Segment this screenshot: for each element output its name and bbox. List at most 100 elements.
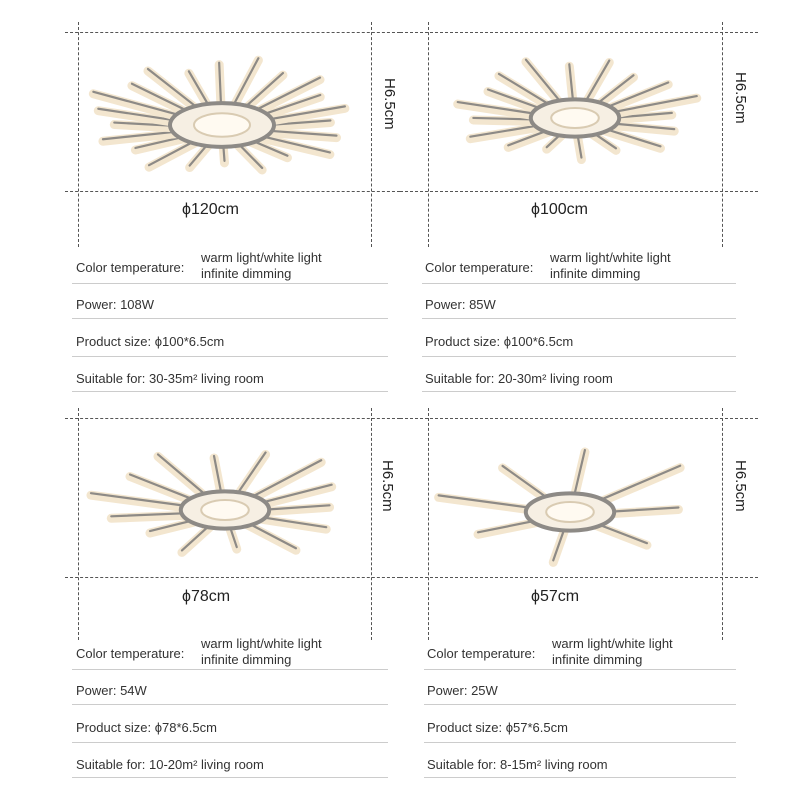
divider bbox=[72, 669, 388, 670]
dimension-line-top bbox=[65, 32, 400, 33]
divider bbox=[424, 742, 736, 743]
lamp-arm-glow bbox=[240, 70, 288, 114]
divider bbox=[424, 669, 736, 670]
lamp-arm bbox=[236, 451, 267, 495]
diameter-label: ϕ78cm bbox=[182, 588, 231, 605]
dimension-line-bottom bbox=[65, 191, 400, 192]
lamp-arm-glow bbox=[261, 117, 335, 132]
lamp-arm-glow bbox=[109, 120, 184, 133]
lamp-arm bbox=[156, 453, 207, 496]
lamp-arm-glow bbox=[483, 86, 547, 116]
lamp-arm-glow bbox=[521, 57, 565, 109]
lamp-arm bbox=[218, 61, 223, 106]
lamp-arm-glow bbox=[233, 450, 271, 500]
lamp-arm-glow bbox=[88, 89, 187, 123]
ceiling-lamp-image bbox=[453, 57, 702, 165]
color-temperature-label: Color temperature: bbox=[76, 646, 185, 661]
lamp-arm-glow bbox=[592, 72, 639, 110]
dimension-line-bottom bbox=[65, 577, 400, 578]
lamp-arm-glow bbox=[255, 482, 337, 510]
lamp-arm bbox=[469, 123, 545, 138]
dimension-line-right bbox=[371, 22, 372, 247]
lamp-arm bbox=[110, 511, 191, 518]
dimension-line-top bbox=[400, 32, 758, 33]
lamp-arm bbox=[92, 90, 183, 117]
dimension-line-top bbox=[65, 418, 400, 419]
color-temperature-label: Color temperature: bbox=[427, 646, 536, 661]
ceiling-lamp-image bbox=[88, 55, 350, 175]
lamp-arm bbox=[101, 129, 184, 141]
power-spec: Power: 85W bbox=[425, 297, 496, 312]
ceiling-lamp-image bbox=[434, 447, 685, 567]
lamp-center-light bbox=[545, 501, 595, 523]
lamp-arm-glow bbox=[596, 124, 665, 153]
lamp-arm-glow bbox=[257, 502, 335, 517]
color-temperature-value-1: warm light/white light bbox=[201, 636, 322, 651]
lamp-arm bbox=[437, 494, 534, 510]
lamp-arm bbox=[610, 94, 698, 114]
product-size-spec: Product size: ϕ100*6.5cm bbox=[425, 334, 574, 349]
lamp-arm-glow bbox=[127, 81, 193, 118]
lamp-arm-glow bbox=[257, 92, 325, 122]
lamp-arm-glow bbox=[252, 513, 331, 534]
dimension-line-top bbox=[400, 418, 758, 419]
lamp-arm-glow bbox=[106, 510, 195, 523]
lamp-arm bbox=[486, 88, 543, 110]
lamp-arm bbox=[212, 454, 223, 494]
lamp-arm-glow bbox=[468, 115, 544, 127]
lamp-arm bbox=[264, 105, 346, 122]
lamp-arm-glow bbox=[453, 99, 543, 121]
divider bbox=[72, 283, 388, 284]
dimension-line-right bbox=[722, 408, 723, 640]
lamp-arm bbox=[598, 464, 682, 502]
color-temperature-value-1: warm light/white light bbox=[552, 636, 673, 651]
product-panel-120: H6.5cm ϕ120cm Color temperature: warm li… bbox=[0, 0, 400, 400]
power-spec: Power: 108W bbox=[76, 297, 155, 312]
product-size-spec: Product size: ϕ78*6.5cm bbox=[76, 720, 217, 735]
divider bbox=[72, 318, 388, 319]
height-label: H6.5cm bbox=[381, 78, 398, 130]
color-temperature-value-1: warm light/white light bbox=[550, 250, 671, 265]
lamp-arm bbox=[255, 515, 328, 529]
lamp-arm bbox=[573, 448, 587, 496]
dimension-line-left bbox=[78, 22, 79, 247]
lamp-arm bbox=[605, 81, 670, 109]
lamp-arm-glow bbox=[594, 463, 685, 507]
divider bbox=[424, 704, 736, 705]
divider bbox=[422, 391, 736, 392]
lamp-arm bbox=[130, 82, 190, 113]
product-panel-57: H6.5cm ϕ57cm Color temperature: warm lig… bbox=[400, 400, 800, 800]
lamp-arm bbox=[232, 57, 260, 107]
color-temperature-value-2: infinite dimming bbox=[550, 266, 641, 281]
product-panel-78: H6.5cm ϕ78cm Color temperature: warm lig… bbox=[0, 400, 400, 800]
lamp-arm bbox=[497, 72, 551, 106]
lamp-arm-glow bbox=[257, 127, 341, 143]
lamp-arm-glow bbox=[93, 106, 183, 128]
lamp-arm bbox=[606, 506, 680, 513]
lamp-arm bbox=[89, 492, 189, 508]
dimension-line-left bbox=[428, 22, 429, 247]
color-temperature-label: Color temperature: bbox=[76, 260, 185, 275]
height-label: H6.5cm bbox=[379, 460, 396, 512]
power-spec: Power: 25W bbox=[427, 683, 498, 698]
lamp-arm-glow bbox=[494, 71, 554, 112]
lamp-arm-glow bbox=[247, 457, 326, 504]
color-temperature-label: Color temperature: bbox=[425, 260, 534, 275]
lamp-arm bbox=[128, 473, 195, 501]
lamp-arm-glow bbox=[607, 110, 677, 125]
lamp-arm-glow bbox=[601, 79, 673, 114]
color-temperature-value-2: infinite dimming bbox=[552, 652, 643, 667]
dimension-line-right bbox=[371, 408, 372, 640]
dimension-line-right bbox=[722, 22, 723, 247]
diameter-label: ϕ120cm bbox=[182, 201, 239, 218]
lamp-center-light bbox=[550, 107, 600, 129]
height-label: H6.5cm bbox=[732, 72, 749, 124]
lamp-arm bbox=[260, 93, 322, 117]
lamp-arm bbox=[524, 58, 562, 103]
dimension-line-bottom bbox=[400, 577, 758, 578]
color-temperature-value-2: infinite dimming bbox=[201, 652, 292, 667]
suitable-for-spec: Suitable for: 10-20m² living room bbox=[76, 757, 264, 772]
divider bbox=[422, 283, 736, 284]
lamp-arm bbox=[456, 100, 539, 116]
lamp-arm bbox=[146, 67, 199, 109]
